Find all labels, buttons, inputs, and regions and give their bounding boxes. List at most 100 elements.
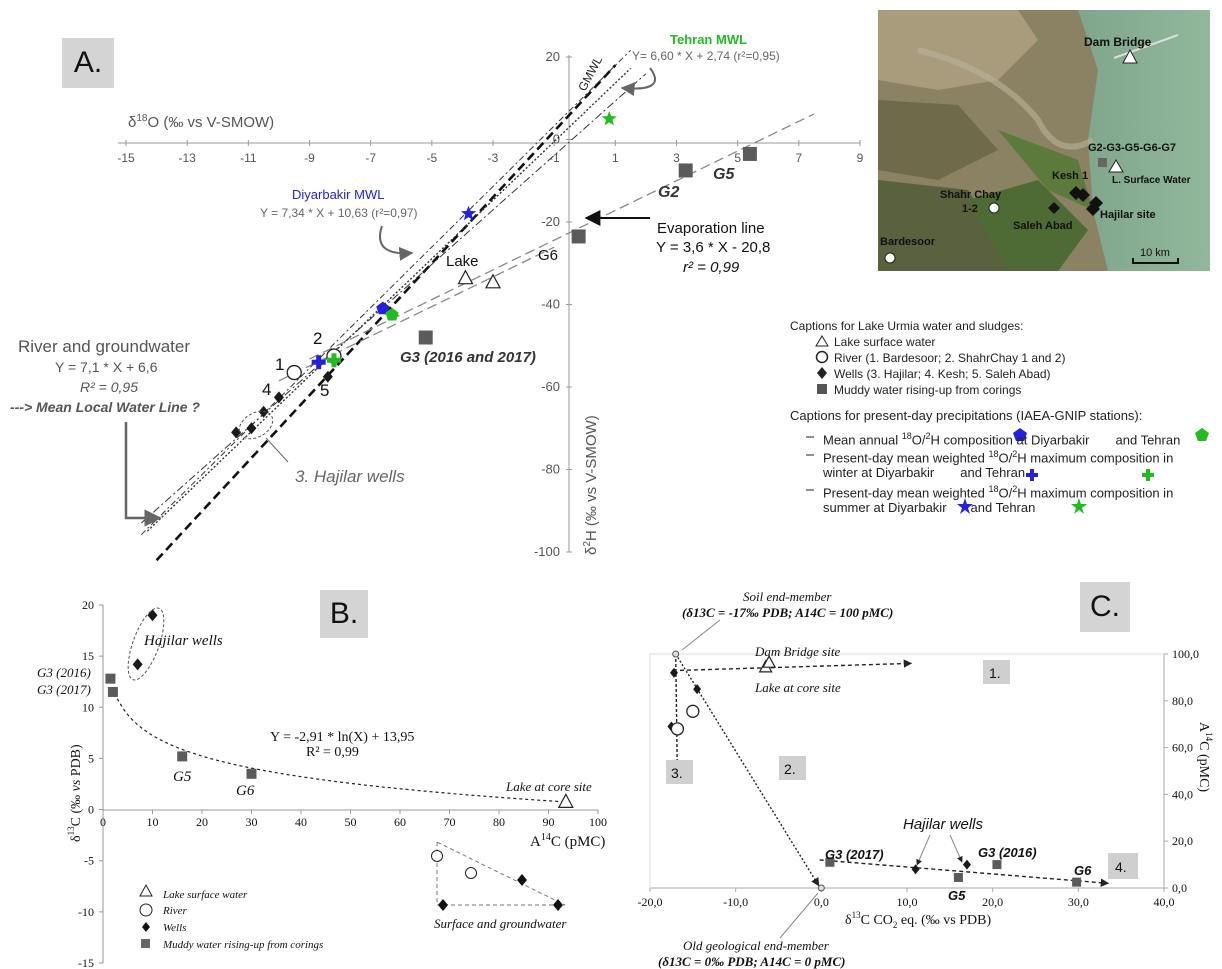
a-hajilar-ellipse — [238, 410, 274, 440]
captions-lake-item-3: Wells (3. Hajilar; 4. Kesh; 5. Saleh Aba… — [834, 367, 1051, 381]
map-scale-label: 10 km — [1140, 247, 1170, 259]
map-shahr-chay-label: Shahr Chay — [940, 189, 1002, 201]
a-label-4: 4 — [262, 380, 271, 399]
a-point-tehran-annual — [385, 307, 399, 321]
a-g5-label: G5 — [713, 166, 735, 183]
a-river-note: ---> Mean Local Water Line ? — [10, 399, 200, 415]
a-line-tehran-mwl — [140, 73, 647, 524]
a-x-tick-label: -15 — [117, 151, 135, 165]
a-g6-label: G6 — [538, 247, 558, 264]
map-lake-marker — [1108, 159, 1124, 173]
a-point-tehran-summer — [601, 110, 617, 126]
a-point-diyarbakir-annual — [376, 301, 390, 315]
a-gmwl-label: GMWL — [575, 54, 605, 94]
a-evap-r2: r² = 0,99 — [683, 259, 740, 276]
captions-precip-line-2b: winter at Diyarbakir and Tehran — [823, 465, 1026, 480]
map-saleh-abad-label: Saleh Abad — [1013, 220, 1073, 232]
a-x-tick-label: 5 — [734, 151, 741, 165]
a-river-r2: R² = 0,95 — [80, 379, 138, 395]
a-g2-label: G2 — [658, 184, 679, 201]
a-river-title: River and groundwater — [18, 337, 190, 356]
a-point-river — [286, 364, 302, 381]
map-markers: Dam Bridge G2-G3-G5-G6-G7 L. Surface Wat… — [880, 35, 1191, 264]
map-shahr-chay-marker — [988, 202, 1000, 214]
a-point-diyarbakir-summer — [460, 205, 477, 221]
a-label-2: 2 — [313, 329, 322, 348]
a-y-tick-label: -60 — [541, 379, 560, 394]
a-point-lake-surface-water — [457, 269, 474, 285]
captions-precip-line-3: Present-day mean weighted 18O/2H maximum… — [823, 484, 1174, 501]
a-label-1: 1 — [275, 355, 284, 374]
a-x-axis-label: δ18O (‰ vs V-SMOW) — [128, 113, 274, 131]
captions-lake-title: Captions for Lake Urmia water and sludge… — [790, 319, 1024, 333]
captions-precip-line-2: Present-day mean weighted 18O/2H maximum… — [823, 449, 1174, 466]
a-point-muddy-water-rising-up-from-corings — [678, 163, 693, 178]
map-saleh-abad-marker — [1048, 202, 1060, 214]
a-diyarbakir-title: Diyarbakir MWL — [292, 187, 384, 202]
a-x-tick-label: -3 — [488, 151, 499, 165]
captions-lake-item-4: Muddy water rising-up from corings — [834, 383, 1022, 397]
a-x-tick-label: -7 — [365, 151, 376, 165]
map-kesh-marker-2 — [1076, 188, 1090, 202]
a-point-wells — [322, 370, 333, 383]
a-point-lake-surface-water — [484, 273, 502, 289]
a-y-tick-label: -80 — [541, 462, 560, 477]
a-y-tick-label: -20 — [541, 214, 560, 229]
a-point-muddy-water-rising-up-from-corings — [418, 330, 433, 345]
a-evap-eq: Y = 3,6 * X - 20,8 — [656, 239, 770, 256]
satellite-map: Dam Bridge G2-G3-G5-G6-G7 L. Surface Wat… — [878, 10, 1210, 271]
a-river-arrow — [124, 422, 162, 527]
a-tehran-eq: Y= 6,60 * X + 2,74 (r²=0,95) — [632, 49, 780, 63]
map-kesh-label: Kesh 1 — [1052, 170, 1088, 182]
map-bardesoor-label: Bardesoor — [880, 236, 936, 248]
a-y-tick-label: 0 — [553, 132, 560, 147]
a-point-wells — [273, 391, 284, 404]
captions-precip-line-3b: summer at Diyarbakir and Tehran — [823, 500, 1036, 515]
a-river-eq: Y = 7,1 * X + 6,6 — [55, 359, 158, 375]
a-x-tick-label: 7 — [795, 151, 802, 165]
a-evap-title: Evaporation line — [657, 220, 765, 237]
a-x-tick-label: -13 — [178, 151, 196, 165]
map-dam-bridge-label: Dam Bridge — [1084, 35, 1152, 49]
a-point-muddy-water-rising-up-from-corings — [742, 146, 757, 161]
captions-precip-title: Captions for present-day precipitations … — [790, 408, 1143, 423]
a-diyarbakir-eq: Y = 7,34 * X + 10,63 (r²=0,97) — [260, 206, 418, 220]
map-g-sites-label: G2-G3-G5-G6-G7 — [1088, 142, 1176, 154]
a-point-diyarbakir-winter — [311, 355, 326, 370]
panel-b-label: B. — [320, 590, 368, 638]
a-x-tick-label: -1 — [549, 151, 560, 165]
a-x-tick-label: -9 — [304, 151, 315, 165]
a-label-5: 5 — [320, 381, 329, 400]
a-point-tehran-winter — [326, 353, 341, 368]
map-l-surface-label: L. Surface Water — [1112, 175, 1191, 186]
a-y-axis-label: δ2H (‰ vs V-SMOW) — [582, 415, 600, 555]
map-shahr-chay-num: 1-2 — [962, 203, 978, 215]
a-diyarbakir-arrow — [379, 225, 414, 261]
a-lake-label: Lake — [446, 253, 479, 270]
a-tehran-arrow — [620, 67, 656, 97]
a-tehran-title: Tehran MWL — [670, 32, 747, 47]
panel-a-label: A. — [62, 38, 114, 88]
captions-lake-item-1: Lake surface water — [834, 335, 936, 349]
a-g3-label: G3 (2016 and 2017) — [400, 349, 536, 366]
a-x-tick-label: -11 — [240, 151, 257, 165]
map-hajilar-label: Hajilar site — [1100, 209, 1156, 221]
a-y-tick-label: -100 — [534, 544, 560, 559]
a-line-river-and-groundwater — [146, 67, 632, 532]
a-point-wells — [246, 422, 257, 435]
map-hajilar-marker-2 — [1086, 202, 1100, 216]
a-x-tick-label: 3 — [673, 151, 680, 165]
a-hajilar-label: 3. Hajilar wells — [295, 467, 405, 486]
a-x-tick-label: 1 — [612, 151, 619, 165]
a-line-lower-dashed — [278, 246, 555, 382]
a-point-wells — [231, 426, 242, 439]
a-y-tick-label: -40 — [541, 297, 560, 312]
a-y-tick-label: 20 — [546, 49, 560, 64]
map-g-sites-marker — [1098, 158, 1107, 167]
a-point-muddy-water-rising-up-from-corings — [571, 229, 586, 244]
captions-lake-item-2: River (1. Bardesoor; 2. ShahrChay 1 and … — [834, 351, 1066, 365]
a-x-tick-label: 9 — [857, 151, 864, 165]
a-x-tick-label: -5 — [426, 151, 437, 165]
map-dam-bridge-marker — [1122, 48, 1138, 64]
